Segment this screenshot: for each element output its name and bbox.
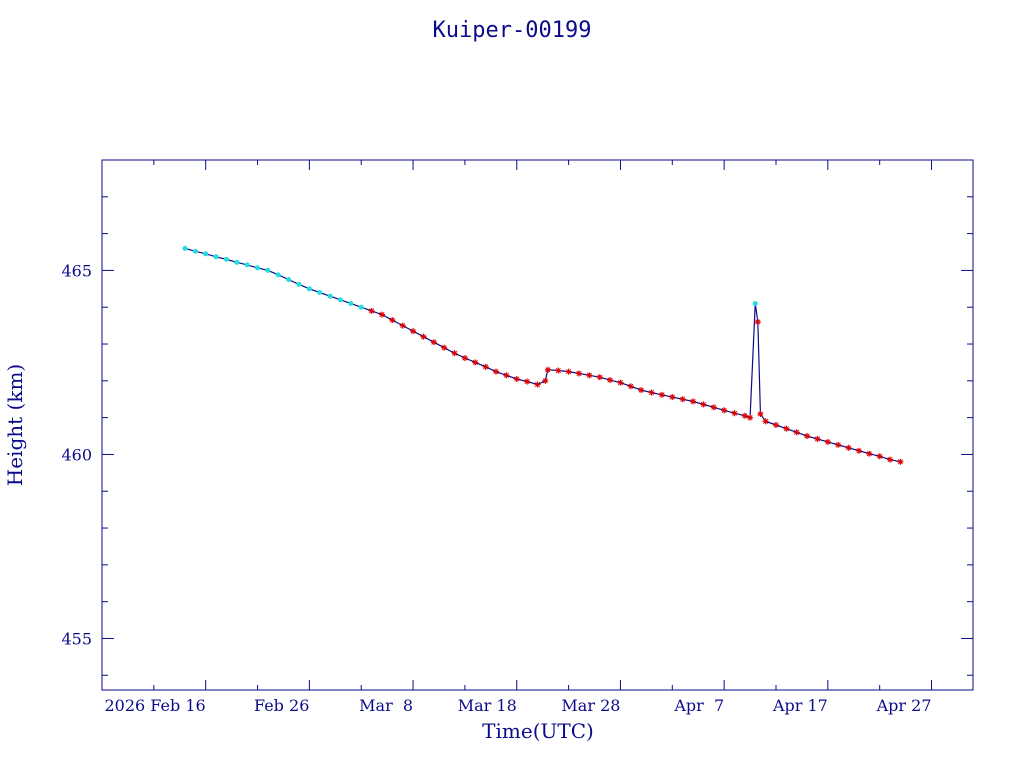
- data-point: [503, 372, 510, 379]
- x-tick-label: Apr 27: [876, 696, 932, 715]
- x-tick-label: 2026 Feb 16: [105, 696, 206, 715]
- data-point: [814, 435, 821, 442]
- data-point: [845, 444, 852, 451]
- data-point: [410, 328, 417, 335]
- data-point-highlight: [234, 259, 240, 265]
- data-point: [747, 414, 754, 421]
- data-point: [378, 311, 385, 318]
- data-point: [793, 429, 800, 436]
- data-point: [575, 370, 582, 377]
- data-point: [544, 366, 551, 373]
- data-point: [617, 379, 624, 386]
- data-point-highlight: [213, 254, 219, 260]
- data-point-highlight: [192, 248, 198, 254]
- y-tick-label: 455: [61, 629, 92, 648]
- data-point: [420, 333, 427, 340]
- data-point-highlight: [337, 297, 343, 303]
- data-point: [586, 372, 593, 379]
- x-tick-label: Apr 7: [673, 696, 724, 715]
- data-point: [772, 422, 779, 428]
- series-layer: [182, 245, 904, 465]
- data-point: [804, 433, 811, 440]
- data-point-highlight: [244, 262, 250, 268]
- data-point: [451, 350, 458, 357]
- x-axis-label: Time(UTC): [482, 719, 594, 743]
- data-point-highlight: [265, 267, 271, 273]
- data-point: [741, 412, 748, 419]
- data-point-highlight: [752, 301, 758, 307]
- data-point: [762, 418, 769, 425]
- x-tick-label: Mar 28: [561, 696, 620, 715]
- data-point-highlight: [317, 290, 323, 295]
- data-point-highlight: [306, 286, 312, 292]
- data-point: [627, 383, 634, 390]
- data-point: [887, 456, 894, 463]
- data-point: [835, 441, 842, 448]
- data-point: [658, 391, 665, 398]
- data-point: [596, 374, 603, 381]
- data-point: [555, 367, 562, 374]
- x-tick-label: Mar 8: [359, 696, 413, 715]
- data-point-highlight: [286, 277, 292, 283]
- data-point-highlight: [348, 301, 354, 307]
- data-point: [700, 401, 707, 408]
- data-point: [710, 404, 717, 411]
- data-point: [430, 339, 437, 346]
- data-point: [441, 344, 448, 351]
- data-point: [648, 389, 655, 396]
- data-point: [721, 407, 728, 414]
- data-point: [876, 453, 883, 460]
- data-point: [638, 387, 645, 394]
- data-point-highlight: [182, 245, 188, 251]
- data-point: [542, 377, 549, 384]
- series-line: [184, 247, 901, 463]
- data-point: [493, 368, 500, 375]
- data-point: [389, 317, 396, 324]
- y-tick-label: 460: [61, 445, 92, 464]
- x-tick-label: Mar 18: [458, 696, 517, 715]
- data-point: [461, 355, 468, 362]
- chart-title: Kuiper-00199: [433, 18, 592, 43]
- data-point-highlight: [203, 251, 209, 257]
- data-point-highlight: [358, 304, 364, 310]
- data-point: [897, 458, 904, 465]
- data-point: [565, 368, 572, 375]
- x-axis: 2026 Feb 16 Feb 26 Mar 8 Mar 18 Mar 28 Apr 7 A…: [101, 160, 933, 715]
- data-point: [757, 410, 764, 417]
- data-point: [824, 438, 831, 445]
- data-point: [679, 396, 686, 403]
- data-point: [669, 394, 676, 401]
- y-tick-label: 465: [61, 261, 92, 280]
- data-point: [513, 375, 520, 382]
- data-point: [534, 381, 541, 388]
- data-point-highlight: [275, 272, 281, 278]
- data-point: [524, 378, 531, 385]
- data-point: [472, 359, 479, 366]
- data-point-highlight: [255, 265, 261, 271]
- data-point: [482, 363, 489, 370]
- data-point: [731, 410, 738, 417]
- y-axis-label: Height (km): [3, 364, 27, 486]
- data-point: [690, 398, 697, 405]
- data-point-highlight: [223, 256, 229, 262]
- data-point: [866, 450, 873, 457]
- plot-frame: [101, 159, 974, 691]
- data-point: [855, 447, 862, 454]
- data-point: [783, 425, 790, 432]
- data-point: [399, 322, 406, 329]
- data-point: [607, 377, 614, 384]
- data-point: [754, 318, 761, 325]
- data-point-highlight: [296, 281, 302, 287]
- x-tick-label: Feb 26: [254, 696, 309, 715]
- y-axis: 455 460 465: [61, 159, 973, 676]
- x-tick-label: Apr 17: [772, 696, 828, 715]
- data-point: [368, 307, 375, 314]
- data-point-highlight: [327, 293, 333, 299]
